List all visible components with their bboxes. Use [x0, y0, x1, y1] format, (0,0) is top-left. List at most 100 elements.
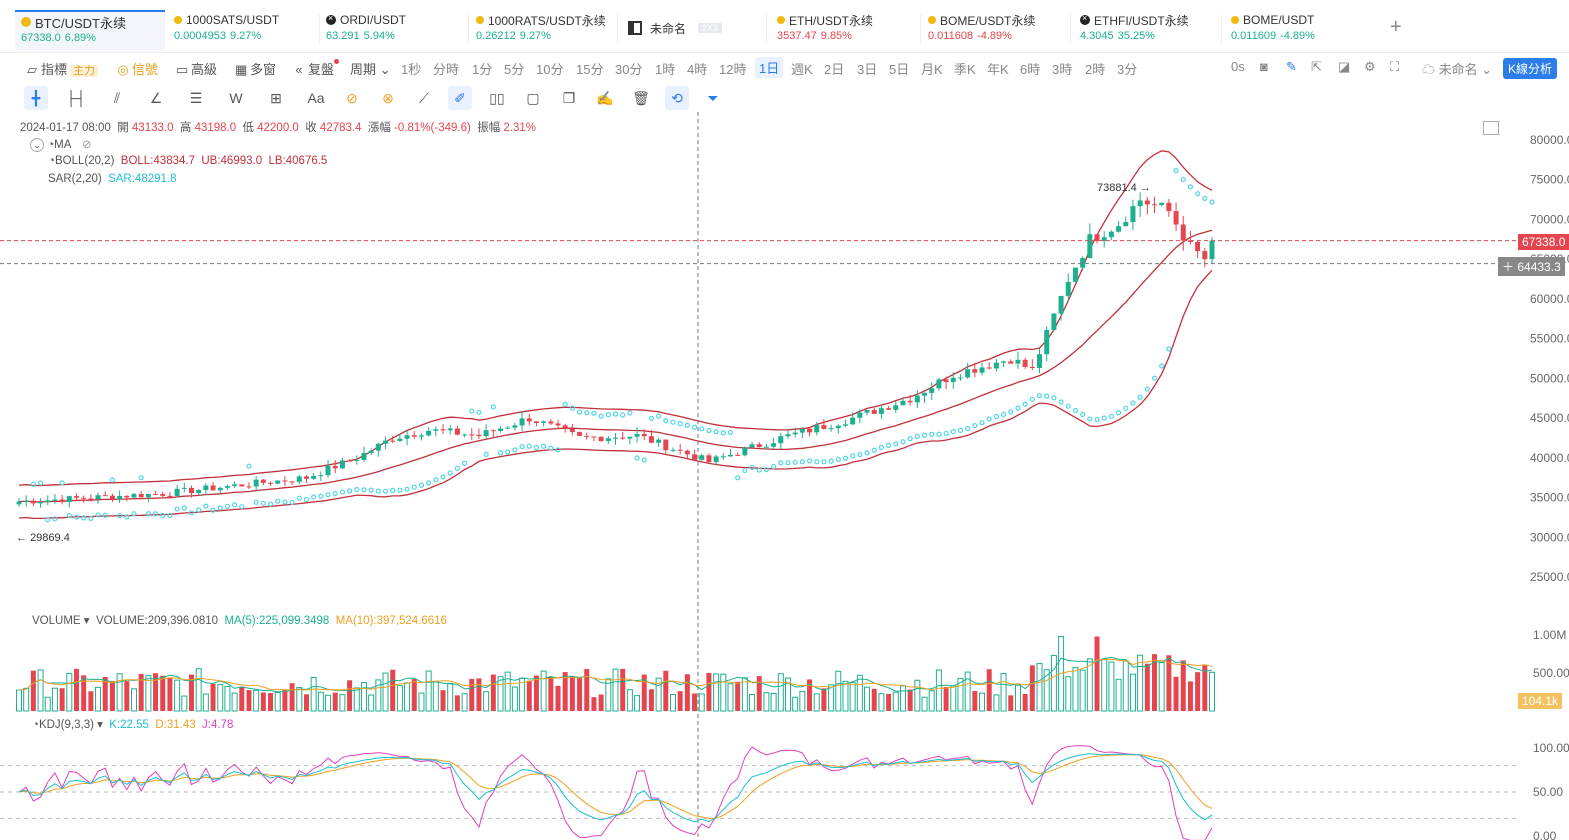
candle-body [663, 439, 669, 451]
interval-4h[interactable]: 4時 [687, 62, 708, 77]
tab-change: 5.94% [363, 30, 395, 42]
sync-icon[interactable]: ⟲ [665, 86, 689, 110]
interval-1m[interactable]: 1分 [472, 62, 493, 77]
export-icon[interactable]: ⇱ [1311, 59, 1322, 74]
coin-icon [476, 16, 484, 24]
indicator-button[interactable]: ▱ 指標 主力 [26, 59, 99, 78]
volume-bar [404, 682, 411, 712]
interval-2h[interactable]: 2時 [1085, 62, 1106, 77]
interval-1w[interactable]: 週K [791, 62, 813, 77]
interval-1d[interactable]: 1日 [755, 57, 784, 78]
kline-analysis-button[interactable]: K線分析 [1503, 58, 1558, 79]
tab-1000rats-usdt-perp[interactable]: 1000RATS/USDT永续 0.26212 9.27% [470, 10, 620, 50]
volume-bar [130, 688, 137, 712]
tab-bome-usdt-perp[interactable]: BOME/USDT永续 0.011608 -4.89% [922, 10, 1072, 50]
crosshair-icon[interactable]: ╋ [24, 86, 48, 110]
interval-15m[interactable]: 15分 [576, 62, 604, 77]
volume-bar [59, 688, 65, 711]
ruler-icon[interactable]: ⟋ [419, 90, 429, 106]
replay-button[interactable]: « 复盤 [293, 59, 340, 78]
cursor-price-label[interactable]: ＋ 64433.3 [1498, 257, 1565, 276]
volume-legend: VOLUME ▾ VOLUME:209,396.0810 MA(5):225,0… [32, 613, 447, 627]
volume-bar [73, 668, 79, 711]
interval-timeshare[interactable]: 分時 [433, 62, 460, 77]
interval-1h[interactable]: 1時 [655, 62, 676, 77]
fullscreen-icon[interactable]: ⛶ [1390, 59, 1400, 74]
angle-icon[interactable]: ∠ [149, 90, 163, 106]
cloud-layout-dropdown[interactable]: ☁ 未命名 ⌄ [1422, 59, 1492, 78]
multiwindow-button[interactable]: ▦ 多窗 [235, 59, 276, 78]
tab-unnamed-layout[interactable]: 未命名 2X3 [622, 10, 762, 50]
interval-year[interactable]: 年K [987, 62, 1009, 77]
volume-bar [979, 692, 986, 712]
interval-2d[interactable]: 2日 [824, 62, 845, 77]
copy-icon[interactable]: ❐ [562, 90, 576, 106]
candle-body [720, 456, 726, 458]
period-dropdown[interactable]: 周期 ⌄ [350, 59, 391, 78]
interval-12h[interactable]: 12時 [719, 62, 747, 77]
camera-icon[interactable]: ◙ [1260, 59, 1268, 74]
interval-quarter[interactable]: 季K [954, 62, 976, 77]
candle-body [742, 447, 748, 456]
advanced-button[interactable]: ▭ 高級 [176, 59, 217, 78]
sar-dot [461, 460, 468, 466]
wave-icon[interactable]: W [229, 90, 243, 106]
lock-draw-icon[interactable]: ⊗ [382, 90, 394, 106]
caret-down-icon[interactable]: ▾ [83, 615, 90, 627]
sar-dot [785, 460, 791, 466]
tab-eth-usdt-perp[interactable]: ETH/USDT永续 3537.47 9.85% [771, 10, 921, 50]
parallel-channel-icon[interactable]: ⫽ [113, 90, 121, 106]
expand-icon[interactable] [1483, 121, 1499, 135]
interval-1s[interactable]: 1秒 [401, 62, 422, 77]
tab-1000sats-usdt[interactable]: 1000SATS/USDT 0.0004953 9.27% [168, 10, 318, 50]
candle-body [533, 421, 539, 423]
eye-off-icon[interactable]: ⊘ [81, 139, 92, 151]
candle-body [1137, 200, 1143, 207]
magnet-icon[interactable]: ⊘ [346, 90, 358, 106]
clipboard-icon[interactable]: ▢ [526, 90, 540, 106]
interval-10m[interactable]: 10分 [536, 62, 564, 77]
tab-bome-usdt[interactable]: BOME/USDT 0.011609 -4.89% [1225, 10, 1375, 50]
edit-icon[interactable]: ✍ [596, 90, 614, 106]
fib-lines-icon[interactable]: ☰ [189, 90, 203, 106]
settings-icon[interactable]: ⚙ [1364, 59, 1376, 74]
text-tool-icon[interactable]: Aa [307, 90, 325, 106]
brush-icon[interactable]: ✐ [448, 86, 472, 110]
sar-dot [620, 412, 626, 418]
theme-icon[interactable]: ◪ [1338, 59, 1351, 74]
interval-3m[interactable]: 3分 [1117, 62, 1138, 77]
interval-3d[interactable]: 3日 [857, 62, 878, 77]
horizontal-line-icon[interactable]: ├┤ [66, 90, 86, 106]
candle-icon[interactable]: ▯▯ [489, 90, 505, 106]
add-tab-icon[interactable]: + [1390, 16, 1402, 38]
candle-body [943, 379, 949, 382]
interval-3h[interactable]: 3時 [1052, 62, 1073, 77]
sar-dot [390, 487, 396, 493]
candle-body [174, 488, 180, 496]
chart-canvas[interactable]: 80000.075000.070000.065000.060000.055000… [0, 112, 1569, 840]
collapse-icon[interactable]: ⌄ [30, 138, 44, 152]
boll-lower-band [18, 269, 1213, 520]
filter-icon[interactable]: ⏷ [707, 90, 719, 106]
interval-5d[interactable]: 5日 [889, 62, 910, 77]
trash-icon[interactable]: 🗑 [632, 90, 650, 106]
rectangle-tool-icon[interactable]: ⊞ [270, 90, 282, 106]
caret-down-icon[interactable]: ▾ [97, 719, 103, 731]
volume-bar [957, 677, 964, 712]
tab-btc-usdt-perp[interactable]: BTC/USDT永续 67338.0 6.89% [15, 10, 165, 50]
sar-dot [957, 427, 964, 433]
volume-bar [317, 691, 324, 712]
volume-bar [698, 693, 705, 712]
interval-6h[interactable]: 6時 [1020, 62, 1041, 77]
signal-button[interactable]: ◎ 信號 [117, 59, 158, 78]
candle-body [124, 495, 130, 498]
volume-bar [418, 692, 425, 712]
ma-legend[interactable]: ⌄ ◔MA ⊘ [30, 137, 92, 152]
interval-1month[interactable]: 月K [921, 62, 943, 77]
pencil-icon[interactable]: ✎ [1286, 59, 1297, 74]
interval-5m[interactable]: 5分 [504, 62, 525, 77]
candle-body [1008, 361, 1014, 364]
interval-30m[interactable]: 30分 [615, 62, 643, 77]
